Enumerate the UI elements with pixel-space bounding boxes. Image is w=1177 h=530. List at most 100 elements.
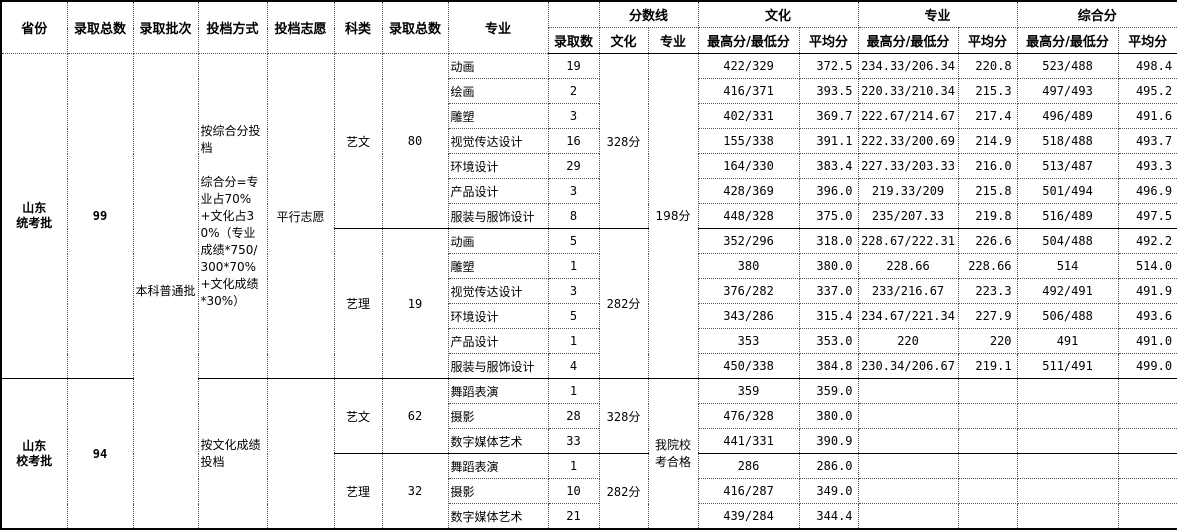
major-name: 视觉传达设计 [447,278,549,304]
major-name: 服装与服饰设计 [447,203,549,229]
prof-avg: 216.0 [957,153,1018,179]
major-name: 服装与服饰设计 [447,353,549,379]
table-row: 环境设计 29 164/330 383.4 227.33/203.33 216.0 513/… [1,153,1177,179]
major-name: 舞蹈表演 [447,378,549,404]
culture-avg: 353.0 [798,328,859,354]
prof-line-cell: 198分 [647,53,699,379]
method-cell: 按综合分投档 综合分=专业占70%+文化占30%（专业成绩*750/300*70… [197,53,268,379]
culture-maxmin: 380 [697,253,800,279]
batch-cell: 本科普通批 [132,53,199,530]
table-row: 山东 统考批 99 本科普通批 按综合分投档 综合分=专业占70%+文化占30%（专业… [0,53,1177,530]
prof-maxmin: 220.33/210.34 [857,78,959,104]
composite-maxmin: 504/488 [1016,228,1119,254]
composite-maxmin [1016,403,1119,429]
culture-maxmin: 376/282 [697,278,800,304]
admit-count: 19 [547,53,600,79]
culture-avg: 315.4 [798,303,859,329]
table-row: 视觉传达设计 3 376/282 337.0 233/216.67 223.3 492/49… [1,278,1177,304]
table-row: 数字媒体艺术 33 441/331 390.9 [1,428,1177,454]
header-total: 录取总数 [66,0,134,54]
prof-maxmin: 234.33/206.34 [857,53,959,79]
composite-avg: 493.6 [1117,303,1177,329]
prof-maxmin [857,428,959,454]
culture-avg: 337.0 [798,278,859,304]
admit-count: 28 [547,403,600,429]
composite-maxmin: 514 [1016,253,1119,279]
volunteer-cell: 平行志愿 [266,53,335,379]
culture-maxmin: 416/287 [697,478,800,504]
composite-maxmin [1016,478,1119,504]
header-composite-maxmin: 最高分/最低分 [1016,27,1119,54]
culture-avg: 383.4 [798,153,859,179]
header-volunteer: 投档志愿 [266,0,335,54]
header-culture: 文化 [697,0,859,28]
major-name: 产品设计 [447,178,549,204]
composite-maxmin: 497/493 [1016,78,1119,104]
composite-avg: 492.2 [1117,228,1177,254]
admit-count: 3 [547,103,600,129]
culture-line-cell: 282分 [598,228,649,379]
prof-maxmin [857,453,959,479]
culture-maxmin: 428/369 [697,178,800,204]
prof-avg [957,428,1018,454]
culture-avg: 372.5 [798,53,859,79]
prof-avg [957,453,1018,479]
prof-avg: 228.66 [957,253,1018,279]
admit-count: 21 [547,503,600,530]
prof-avg: 226.6 [957,228,1018,254]
header-line-prof: 专业 [647,27,699,54]
culture-maxmin: 352/296 [697,228,800,254]
admit-count: 2 [547,78,600,104]
table-row: 雕塑 1 380 380.0 228.66 228.66 514 514.0 [1,253,1177,279]
major-name: 动画 [447,228,549,254]
major-name: 动画 [447,53,549,79]
composite-avg: 499.0 [1117,353,1177,379]
header-composite-avg: 平均分 [1117,27,1177,54]
culture-avg: 369.7 [798,103,859,129]
composite-avg: 495.2 [1117,78,1177,104]
major-name: 雕塑 [447,253,549,279]
composite-avg: 497.5 [1117,203,1177,229]
culture-avg: 384.8 [798,353,859,379]
composite-maxmin: 501/494 [1016,178,1119,204]
prof-maxmin: 234.67/221.34 [857,303,959,329]
admit-count: 29 [547,153,600,179]
culture-maxmin: 476/328 [697,403,800,429]
composite-maxmin: 506/488 [1016,303,1119,329]
composite-avg: 496.9 [1117,178,1177,204]
culture-avg: 359.0 [798,378,859,404]
header-prof: 专业 [857,0,1018,28]
culture-avg: 396.0 [798,178,859,204]
culture-avg: 390.9 [798,428,859,454]
composite-avg [1117,378,1177,404]
method-cell: 按文化成绩投档 [197,378,268,530]
prof-avg: 220.8 [957,53,1018,79]
major-name: 摄影 [447,403,549,429]
composite-avg [1117,403,1177,429]
prof-maxmin: 235/207.33 [857,203,959,229]
composite-avg: 491.6 [1117,103,1177,129]
category-total-cell: 32 [381,453,449,530]
culture-avg: 393.5 [798,78,859,104]
culture-maxmin: 416/371 [697,78,800,104]
culture-avg: 344.4 [798,503,859,530]
admit-count: 16 [547,128,600,154]
composite-maxmin [1016,503,1119,530]
category-total-cell: 62 [381,378,449,454]
prof-maxmin: 233/216.67 [857,278,959,304]
admit-count: 1 [547,328,600,354]
prof-avg: 219.8 [957,203,1018,229]
header-score-line: 分数线 [598,0,699,28]
major-name: 数字媒体艺术 [447,428,549,454]
prof-avg: 223.3 [957,278,1018,304]
admit-count: 8 [547,203,600,229]
culture-maxmin: 448/328 [697,203,800,229]
admit-count: 5 [547,228,600,254]
major-name: 绘画 [447,78,549,104]
prof-avg: 227.9 [957,303,1018,329]
header-category-total: 录取总数 [381,0,449,54]
table-row: 环境设计 5 343/286 315.4 234.67/221.34 227.9 506/4… [1,303,1177,329]
prof-avg [957,378,1018,404]
header-line-culture: 文化 [598,27,649,54]
culture-line-cell: 328分 [598,378,649,454]
